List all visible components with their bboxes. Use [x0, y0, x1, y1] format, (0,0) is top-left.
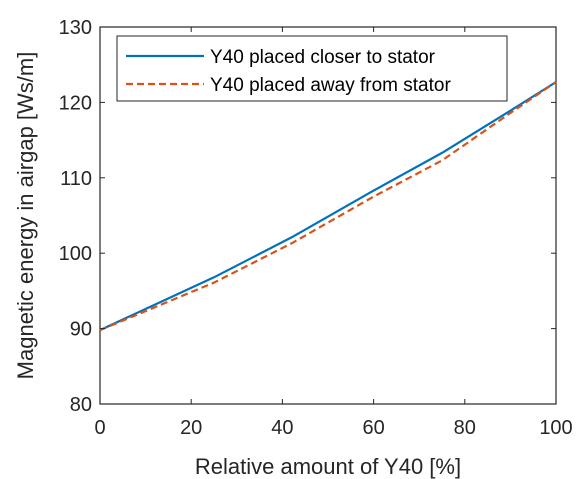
y-tick-label: 110: [60, 168, 92, 190]
x-tick-label: 20: [180, 417, 202, 439]
y-tick-label: 90: [70, 319, 92, 341]
ticks-layer: 0 20 40 60 80 100 80 90 100 110 120 130: [59, 17, 573, 439]
y-tick-label: 130: [59, 17, 92, 39]
x-tick-label: 100: [539, 417, 572, 439]
x-tick-label: 40: [271, 417, 293, 439]
y-tick-label: 80: [70, 394, 92, 416]
x-tick-label: 80: [454, 417, 476, 439]
legend-label-away-from-stator: Y40 placed away from stator: [210, 75, 451, 96]
series-layer: [99, 81, 557, 332]
legend-box: [116, 35, 508, 102]
x-tick-label: 60: [362, 417, 384, 439]
x-axis-label: Relative amount of Y40 [%]: [195, 454, 461, 479]
legend-label-closer-to-stator: Y40 placed closer to stator: [210, 47, 436, 68]
y-tick-label: 120: [59, 92, 92, 114]
series-line-0: [99, 81, 557, 332]
x-tick-label: 0: [94, 417, 105, 439]
y-axis-label: Magnetic energy in airgap [Ws/m]: [13, 52, 38, 380]
y-tick-label: 100: [59, 243, 92, 265]
legend: Y40 placed closer to stator Y40 placed a…: [116, 35, 508, 102]
series-line-1: [99, 81, 557, 332]
